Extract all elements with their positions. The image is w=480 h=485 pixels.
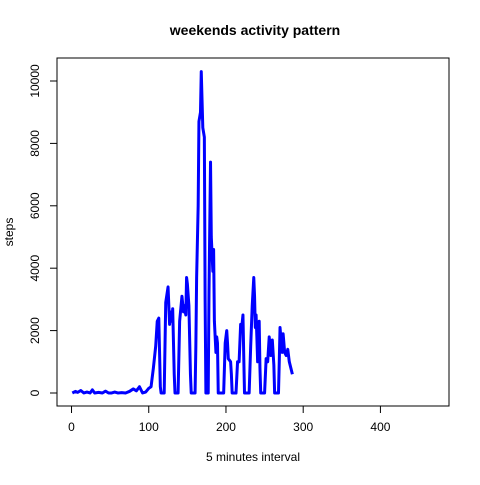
x-tick-label: 400 [370, 420, 390, 434]
y-tick-label: 2000 [28, 317, 42, 344]
x-tick-label: 200 [216, 420, 236, 434]
y-tick-label: 10000 [28, 64, 42, 98]
x-tick-label: 100 [139, 420, 159, 434]
plot-box [56, 57, 450, 407]
y-tick-label: 0 [28, 389, 42, 396]
y-tick-label: 8000 [28, 130, 42, 157]
y-axis-label: steps [2, 218, 16, 247]
chart-title: weekends activity pattern [169, 22, 340, 38]
x-tick-label: 0 [68, 420, 75, 434]
y-tick-label: 4000 [28, 255, 42, 282]
x-tick-label: 300 [293, 420, 313, 434]
y-tick-label: 6000 [28, 192, 42, 219]
x-axis-label: 5 minutes interval [206, 450, 300, 464]
data-line [71, 70, 294, 395]
